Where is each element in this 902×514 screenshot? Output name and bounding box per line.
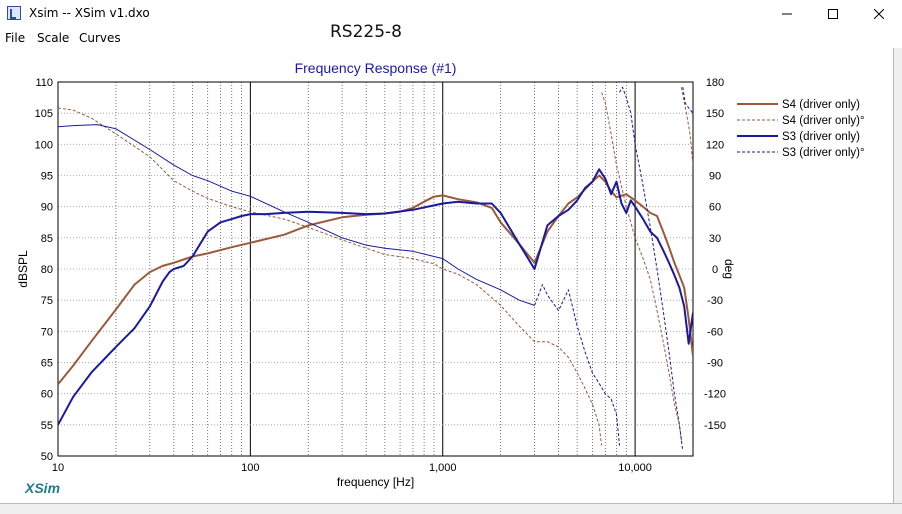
series-line-7	[619, 86, 684, 451]
y-tick-label: 75	[41, 295, 53, 307]
close-icon	[874, 9, 884, 19]
y-tick-label: 110	[35, 77, 53, 89]
plot-border	[57, 81, 694, 457]
chart-area: Frequency Response (#1) 10 100 1,000 10,000 1…	[1, 48, 893, 503]
menu-file[interactable]: File	[5, 31, 26, 45]
y-tick-label: 105	[35, 108, 53, 120]
series-line-3	[680, 87, 693, 166]
y2-tick-label: -120	[704, 389, 726, 401]
y-tick-label: 100	[35, 139, 53, 151]
y2-tick-label: 30	[709, 233, 721, 245]
y2-axis-label: deg	[722, 259, 736, 279]
y-tick-label: 90	[41, 202, 53, 214]
x-tick-label: 10,000	[618, 462, 652, 474]
y2-tick-label: 90	[709, 171, 721, 183]
legend-label: S4 (driver only)°	[782, 115, 865, 127]
y2-tick-label: -30	[707, 295, 723, 307]
frequency-response-chart: Frequency Response (#1) 10 100 1,000 10,000 1…	[16, 60, 865, 496]
y2-tick-label: 60	[709, 202, 721, 214]
title-bar: Xsim -- XSim v1.dxo	[0, 0, 902, 28]
series-line-8	[682, 87, 693, 114]
series-line-6	[534, 284, 620, 446]
y-tick-label: 50	[41, 451, 53, 463]
y2-tick-label: 180	[706, 77, 724, 89]
menu-curves[interactable]: Curves	[79, 31, 121, 45]
window-frame-right	[893, 48, 902, 513]
y-tick-label: 60	[41, 389, 53, 401]
y2-tick-label: -60	[707, 326, 723, 338]
menu-scale[interactable]: Scale	[37, 31, 70, 45]
window-frame-bottom	[0, 503, 902, 514]
y2-tick-label: 150	[706, 108, 724, 120]
x-tick-label: 1,000	[429, 462, 457, 474]
xsim-brand-logo: XSim	[24, 480, 60, 496]
y-tick-label: 85	[41, 233, 53, 245]
maximize-button[interactable]	[810, 0, 856, 28]
y-tick-label: 70	[41, 326, 53, 338]
y-tick-label: 80	[41, 264, 53, 276]
window-title: Xsim -- XSim v1.dxo	[29, 6, 150, 20]
close-button[interactable]	[856, 0, 902, 28]
y2-tick-label: 0	[712, 264, 718, 276]
y2-tick-label: 120	[706, 139, 724, 151]
series-line-4	[58, 168, 693, 426]
series-line-0	[58, 174, 693, 385]
x-tick-label: 10	[52, 462, 64, 474]
app-icon	[7, 6, 21, 20]
menu-bar: File Scale Curves	[0, 28, 902, 48]
overlay-model-label: RS225-8	[325, 18, 407, 45]
y-tick-label: 55	[41, 420, 53, 432]
series-line-1	[58, 107, 603, 446]
minimize-button[interactable]	[764, 0, 810, 28]
series-line-2	[601, 92, 682, 441]
x-axis-label: frequency [Hz]	[337, 475, 414, 489]
series-line-5	[58, 124, 535, 306]
y2-tick-label: -150	[704, 420, 726, 432]
y-tick-label: 95	[41, 171, 53, 183]
x-tick-label: 100	[241, 462, 259, 474]
legend-label: S4 (driver only)	[782, 99, 860, 111]
y-tick-label: 65	[41, 358, 53, 370]
legend-label: S3 (driver only)	[782, 131, 860, 143]
y-axis-label: dBSPL	[16, 250, 30, 288]
chart-title: Frequency Response (#1)	[295, 60, 457, 76]
maximize-icon	[828, 9, 838, 19]
legend-label: S3 (driver only)°	[782, 147, 865, 159]
minimize-icon	[782, 13, 792, 15]
y2-tick-label: -90	[707, 358, 723, 370]
